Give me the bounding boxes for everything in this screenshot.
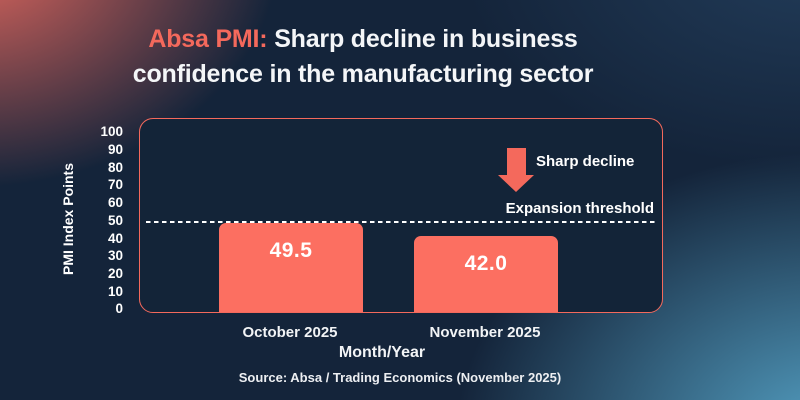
y-tick-label: 90 [107, 142, 123, 157]
x-category-label: October 2025 [242, 324, 338, 341]
y-tick-label: 30 [107, 248, 123, 264]
expansion-threshold-label: Expansion threshold [505, 200, 654, 217]
y-tick-label: 70 [107, 177, 123, 193]
down-arrow-icon-head [498, 175, 534, 192]
bar-value-label: 42.0 [464, 252, 508, 276]
expansion-threshold-line [146, 220, 656, 223]
y-tick-label: 100 [100, 124, 123, 140]
y-tick-label: 50 [107, 212, 123, 228]
x-category-label: November 2025 [429, 324, 541, 341]
y-tick-label: 0 [115, 301, 123, 317]
title-line-2: confidence in the manufacturing sector [132, 60, 594, 88]
y-tick-label: 80 [107, 159, 123, 175]
title-line-1: Absa PMI: Sharp decline in business [0, 22, 726, 57]
bar-october-2025: 49.5 [219, 222, 363, 312]
title-accent: Absa PMI: [148, 25, 268, 53]
down-arrow-icon [507, 148, 526, 175]
y-tick-label: 20 [107, 265, 123, 281]
plot-area: Expansion threshold Sharp decline 49.5 42… [139, 118, 663, 313]
y-tick-label: 10 [107, 283, 123, 299]
title-line-1-rest: Sharp decline in business [274, 25, 578, 53]
sharp-decline-annotation: Sharp decline [536, 153, 635, 170]
bar-november-2025: 42.0 [414, 236, 558, 312]
y-tick-label: 40 [107, 230, 123, 246]
bar-value-label: 49.5 [269, 238, 313, 262]
source-attribution: Source: Absa / Trading Economics (Novemb… [238, 370, 562, 385]
page-title: Absa PMI: Sharp decline in business conf… [0, 22, 726, 92]
y-tick-label: 60 [107, 195, 123, 211]
x-axis-title: Month/Year [338, 344, 426, 361]
